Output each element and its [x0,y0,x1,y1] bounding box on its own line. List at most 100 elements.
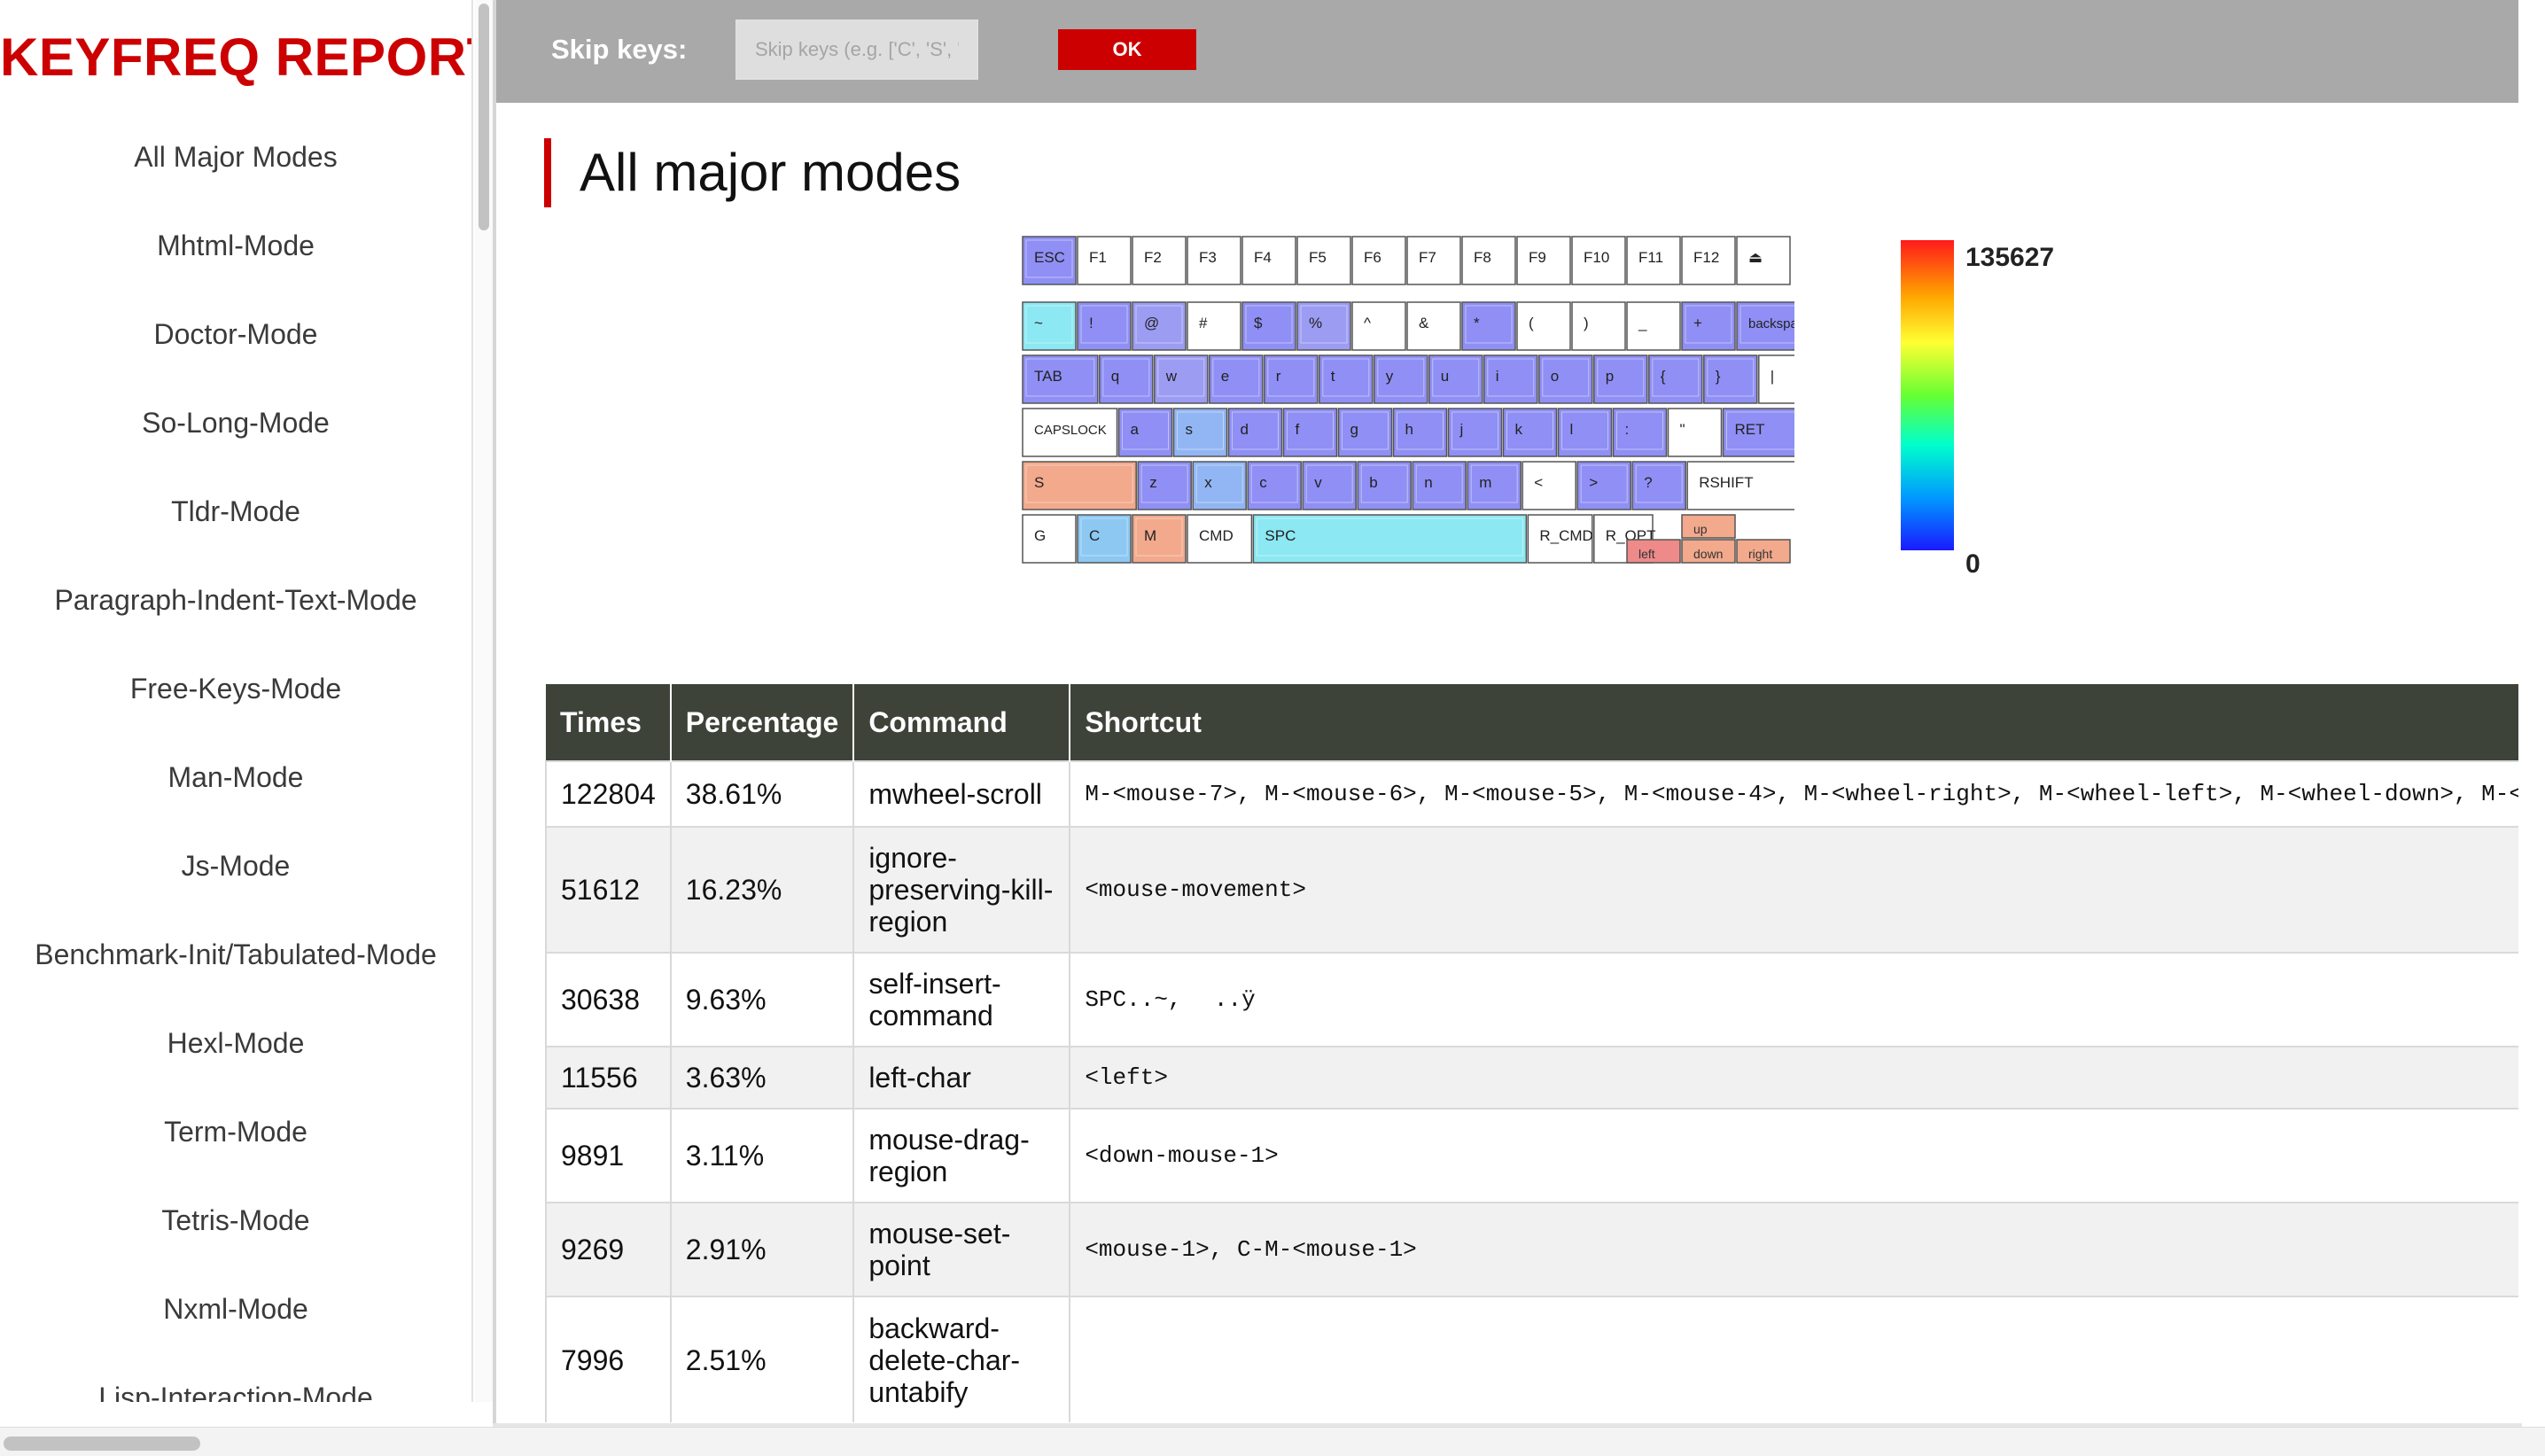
cell-command: mouse-drag-region [852,1108,1070,1203]
key-label: SPC [1265,527,1296,544]
cell-shortcut: <mouse-movement> [1069,826,2518,953]
nav-item-tetris-mode[interactable]: Tetris-Mode [161,1204,310,1236]
key-label: F1 [1089,249,1107,266]
keyboard-heatmap: ESC F1 F2 F3 F4 F5 F6 F7 F8 F9 F10 F11 F12 ⏏ ~! @ # $% ^ & *… [1022,236,1794,564]
key-sym1-10: ) [1571,301,1626,351]
key-label: TAB [1034,368,1062,385]
nav-item-mhtml-mode[interactable]: Mhtml-Mode [157,230,315,261]
key-q: q [1099,354,1154,404]
nav-item-hexl-mode[interactable]: Hexl-Mode [167,1027,305,1059]
key-ESC: ESC [1022,236,1077,285]
key-F3: F3 [1187,236,1241,285]
skip-keys-label: Skip keys: [551,34,688,65]
content-bottom-border [493,1423,2522,1427]
key-backspace: backspace [1736,301,1794,351]
nav-item-all-major-modes[interactable]: All Major Modes [134,141,338,173]
cell-shortcut: <mouse-1>, C-M-<mouse-1> [1069,1202,2518,1296]
nav-item-free-keys-mode[interactable]: Free-Keys-Mode [129,673,342,705]
cell-shortcut: <down-mouse-1> [1069,1108,2518,1203]
header-command[interactable]: Command [852,684,1070,761]
skip-keys-input[interactable] [735,19,978,80]
key-y: y [1374,354,1428,404]
key-F6: F6 [1351,236,1406,285]
nav-item-nxml-mode[interactable]: Nxml-Mode [163,1293,308,1325]
key-label: % [1309,315,1322,331]
key-_: _ [1626,301,1681,351]
key-label: o [1551,368,1559,385]
key-label: left [1638,547,1655,561]
key-label: S [1034,474,1044,491]
cell-percentage: 38.61% [669,760,854,827]
key-label: & [1419,315,1429,331]
nav-item-tldr-mode[interactable]: Tldr-Mode [171,495,300,527]
key-M: M [1132,514,1187,564]
key-label: s [1186,421,1194,438]
ok-button[interactable]: OK [1058,29,1196,70]
key-S: S [1022,461,1137,510]
content-scrollbar[interactable] [2518,0,2545,1427]
mode-nav: All Major Modes Mhtml-Mode Doctor-Mode S… [0,133,471,1402]
key-label: F7 [1419,249,1436,266]
sidebar-border [471,0,473,1402]
key-a: a [1117,408,1173,457]
cell-times: 9891 [545,1108,671,1203]
key-u: u [1428,354,1483,404]
key-F11: F11 [1626,236,1681,285]
main-content: All major modes ESC F1 F2 F3 F4 F5 F6 F7 F8 F9 F10… [496,103,2518,1427]
key-sym3-10: : [1612,408,1668,457]
nav-item-paragraph-indent-text-mode[interactable]: Paragraph-Indent-Text-Mode [54,584,417,616]
nav-item-man-mode[interactable]: Man-Mode [167,761,304,793]
key-h: h [1392,408,1448,457]
key-z: z [1137,461,1192,510]
key-sym1-3: # [1187,301,1241,351]
key-label: RET [1735,421,1765,438]
horizontal-scroll-thumb[interactable] [4,1437,200,1451]
key-label: @ [1144,315,1159,331]
key-label: F5 [1309,249,1327,266]
cell-command: self-insert-command [852,952,1070,1047]
heading-accent-bar [544,138,551,207]
key-label: d [1241,421,1249,438]
sidebar-scrollbar[interactable] [475,0,493,1402]
cell-times: 51612 [545,826,671,953]
key-F4: F4 [1241,236,1296,285]
nav-item-term-mode[interactable]: Term-Mode [164,1116,307,1148]
key-j: j [1447,408,1503,457]
cell-times: 11556 [545,1046,671,1109]
pane-divider [493,0,496,1427]
nav-item-js-mode[interactable]: Js-Mode [181,850,291,882]
key-label: i [1496,368,1499,385]
cell-percentage: 9.63% [669,952,854,1047]
keyfreq-table: Times Percentage Command Shortcut 122804… [545,684,2518,1422]
key-sym3-11: " [1667,408,1723,457]
nav-item-so-long-mode[interactable]: So-Long-Mode [142,407,330,439]
legend-min-label: 0 [1965,549,1981,579]
key-label: m [1479,474,1491,491]
header-percentage[interactable]: Percentage [669,684,854,761]
header-shortcut[interactable]: Shortcut [1069,684,2518,761]
key-label: _ [1638,315,1647,331]
horizontal-scrollbar[interactable] [0,1427,2545,1456]
key-label: e [1221,368,1229,385]
key-label: q [1111,368,1119,385]
key-sym2-12: } [1703,354,1758,404]
key-sym1-5: % [1296,301,1351,351]
page-title: All major modes [580,143,961,202]
key-F10: F10 [1571,236,1626,285]
key-label: j [1459,421,1464,438]
nav-item-lisp-interaction-mode[interactable]: Lisp-Interaction-Mode [98,1382,373,1402]
sidebar-scroll-thumb[interactable] [479,4,489,230]
key-label: > [1589,474,1598,491]
key-F7: F7 [1406,236,1461,285]
table-row: 51612 16.23% ignore-preserving-kill-regi… [545,826,2518,953]
key-sym1-4: $ [1241,301,1296,351]
key-RSHIFT: RSHIFT [1686,461,1794,510]
header-times[interactable]: Times [546,684,671,761]
key-label: up [1693,522,1708,536]
cell-percentage: 3.11% [669,1108,854,1203]
key-label: p [1606,368,1614,385]
key-label: z [1149,474,1157,491]
key-label: ⏏ [1748,249,1763,266]
nav-item-doctor-mode[interactable]: Doctor-Mode [153,318,318,350]
nav-item-benchmark-init-tabulated-mode[interactable]: Benchmark-Init/Tabulated-Mode [35,938,437,970]
